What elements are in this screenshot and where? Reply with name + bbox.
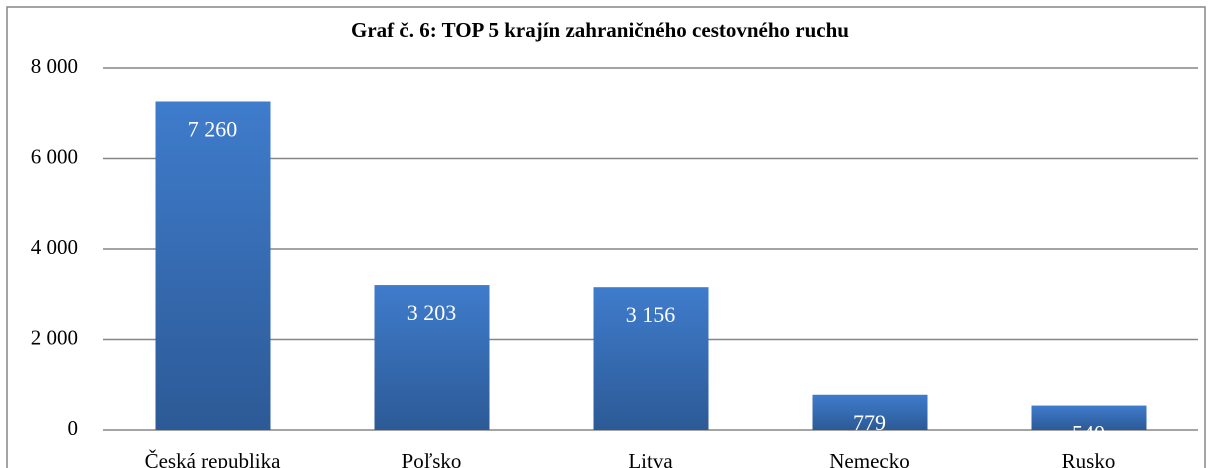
chart-border (6, 6, 1206, 468)
x-tick-label: Česká republika (145, 449, 282, 468)
x-tick-label: Poľsko (402, 449, 462, 468)
value-label: 3 203 (407, 300, 457, 325)
x-tick-label: Nemecko (829, 449, 909, 468)
y-tick-label: 2 000 (31, 325, 78, 349)
y-tick-label: 0 (68, 416, 79, 440)
plot-area: 7 260 3 203 3 156 779 540 (155, 101, 1147, 446)
y-tick-label: 4 000 (31, 235, 78, 259)
y-tick-label: 6 000 (31, 144, 78, 168)
y-tick-label: 8 000 (31, 54, 78, 78)
bar (812, 394, 928, 430)
x-tick-label: Rusko (1062, 449, 1116, 468)
chart-title: Graf č. 6: TOP 5 krajín zahraničného ces… (351, 18, 849, 42)
bar (155, 101, 271, 431)
value-label: 779 (853, 410, 886, 435)
x-tick-label: Litva (628, 449, 673, 468)
value-label: 7 260 (188, 117, 238, 142)
bar (374, 285, 490, 430)
bar (1031, 405, 1147, 430)
value-label: 3 156 (626, 302, 676, 327)
value-label: 540 (1072, 421, 1105, 446)
bar (593, 287, 709, 430)
